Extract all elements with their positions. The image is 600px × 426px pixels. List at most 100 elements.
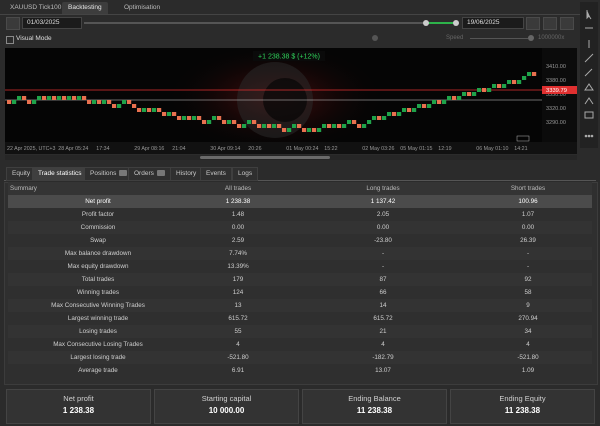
- brick: [412, 108, 417, 112]
- brick: [107, 100, 112, 104]
- card-value: 1 238.38: [62, 406, 95, 415]
- more-tool[interactable]: [587, 134, 591, 138]
- brick: [52, 96, 57, 100]
- brick: [427, 104, 432, 108]
- brick: [157, 108, 162, 112]
- brick: [487, 88, 492, 92]
- brick: [252, 120, 257, 124]
- cell-value: 55: [234, 328, 242, 335]
- brick: [232, 120, 237, 124]
- brick: [97, 100, 102, 104]
- brick: [337, 124, 342, 128]
- sub-tab[interactable]: History: [170, 167, 203, 181]
- trend-tool[interactable]: [584, 53, 594, 63]
- tab-label: Positions: [90, 170, 117, 177]
- card-value: 11 238.38: [356, 406, 393, 415]
- stats-row: Swap 2.59 -23.80 26.39: [8, 234, 592, 247]
- cell-value: 58: [524, 289, 532, 296]
- settings-button[interactable]: [6, 17, 20, 30]
- more-tool[interactable]: [584, 134, 588, 138]
- cell-value: 13: [234, 302, 242, 309]
- brick: [397, 112, 402, 116]
- cell-value: 92: [524, 276, 532, 283]
- scrollbar-thumb[interactable]: [200, 156, 330, 159]
- brick: [352, 120, 357, 124]
- tab-label: History: [176, 170, 197, 177]
- row-label: Total trades: [81, 276, 115, 283]
- save-button[interactable]: [560, 17, 574, 30]
- summary-card: Net profit 1 238.38: [6, 389, 151, 424]
- brick: [247, 120, 252, 124]
- price-label: 3290.00: [546, 120, 566, 126]
- rect-tool[interactable]: [584, 111, 594, 119]
- backtesting-tab[interactable]: Backtesting: [62, 2, 108, 14]
- cell-value: 4: [381, 341, 385, 348]
- header-row: Summary All trades Long trades Short trades: [8, 182, 592, 195]
- brick: [417, 104, 422, 108]
- brick: [502, 84, 507, 88]
- sub-tab[interactable]: Trade statistics: [32, 167, 88, 181]
- brick: [202, 120, 207, 124]
- cell-value: 21: [379, 328, 387, 335]
- sub-tab[interactable]: Positions: [84, 167, 134, 181]
- optimisation-tab[interactable]: Optimisation: [124, 4, 161, 11]
- triangle-tool[interactable]: [584, 83, 594, 91]
- cell-value: 1.48: [231, 211, 245, 218]
- range-handle[interactable]: [423, 20, 429, 26]
- brick: [197, 116, 202, 120]
- play-button[interactable]: [526, 17, 540, 30]
- brick: [22, 96, 27, 100]
- stats-row: Commission 0.00 0.00 0.00: [8, 221, 592, 234]
- stats-row: Largest losing trade -521.80 -182.79 -521.8…: [8, 351, 592, 364]
- brick: [492, 84, 497, 88]
- brick: [227, 120, 232, 124]
- brick: [467, 92, 472, 96]
- stop-button[interactable]: [543, 17, 557, 30]
- stats-row: Largest winning trade 615.72 615.72 270.94: [8, 312, 592, 325]
- cursor-tool[interactable]: [586, 10, 592, 20]
- visual-mode-checkbox[interactable]: [6, 36, 14, 44]
- time-label: 14:21: [514, 146, 527, 152]
- tab-badge: [156, 170, 165, 176]
- speed-handle[interactable]: [528, 35, 534, 41]
- row-label: Average trade: [78, 367, 118, 374]
- speed-label: Speed: [446, 35, 464, 41]
- brick: [457, 96, 462, 100]
- card-value: 11 238.38: [504, 406, 541, 415]
- tab-badge: [119, 170, 128, 176]
- sub-tab[interactable]: Events: [200, 167, 232, 181]
- speed-slider[interactable]: [470, 38, 528, 39]
- cell-value: -: [526, 263, 530, 270]
- cell-value: 4: [526, 341, 530, 348]
- end-date[interactable]: 19/06/2025: [462, 17, 524, 29]
- sub-tab[interactable]: Logs: [232, 167, 259, 181]
- time-label: 20:26: [248, 146, 261, 152]
- start-date[interactable]: 01/03/2025: [22, 17, 82, 29]
- brick: [237, 124, 242, 128]
- cell-value: 13.07: [375, 367, 391, 374]
- brick: [222, 120, 227, 124]
- price-label: 3320.00: [546, 106, 566, 112]
- range-handle[interactable]: [453, 20, 459, 26]
- brick: [447, 96, 452, 100]
- range-track[interactable]: [84, 22, 456, 24]
- brick: [267, 124, 272, 128]
- sub-tab[interactable]: Orders: [128, 167, 171, 181]
- fib-tool[interactable]: [584, 97, 594, 105]
- row-label: Losing trades: [79, 328, 117, 335]
- stats-row: Max balance drawdown 7.74% - -: [8, 247, 592, 260]
- brick: [122, 100, 127, 104]
- symbol-tab[interactable]: XAUUSD Tick100: [4, 2, 67, 14]
- brick: [192, 116, 197, 120]
- card-label: Ending Equity: [499, 394, 546, 403]
- ray-tool[interactable]: [584, 68, 593, 77]
- cell-value: 7.74%: [229, 250, 247, 257]
- summary-card: Ending Equity 11 238.38: [450, 389, 595, 424]
- speed-icon: [372, 35, 378, 41]
- more-tool[interactable]: [590, 134, 594, 138]
- summary-card: Ending Balance 11 238.38: [302, 389, 447, 424]
- brick: [212, 116, 217, 120]
- cell-value: 0.00: [521, 224, 535, 231]
- row-label: Net profit: [85, 198, 111, 205]
- cell-value: 2.05: [376, 211, 390, 218]
